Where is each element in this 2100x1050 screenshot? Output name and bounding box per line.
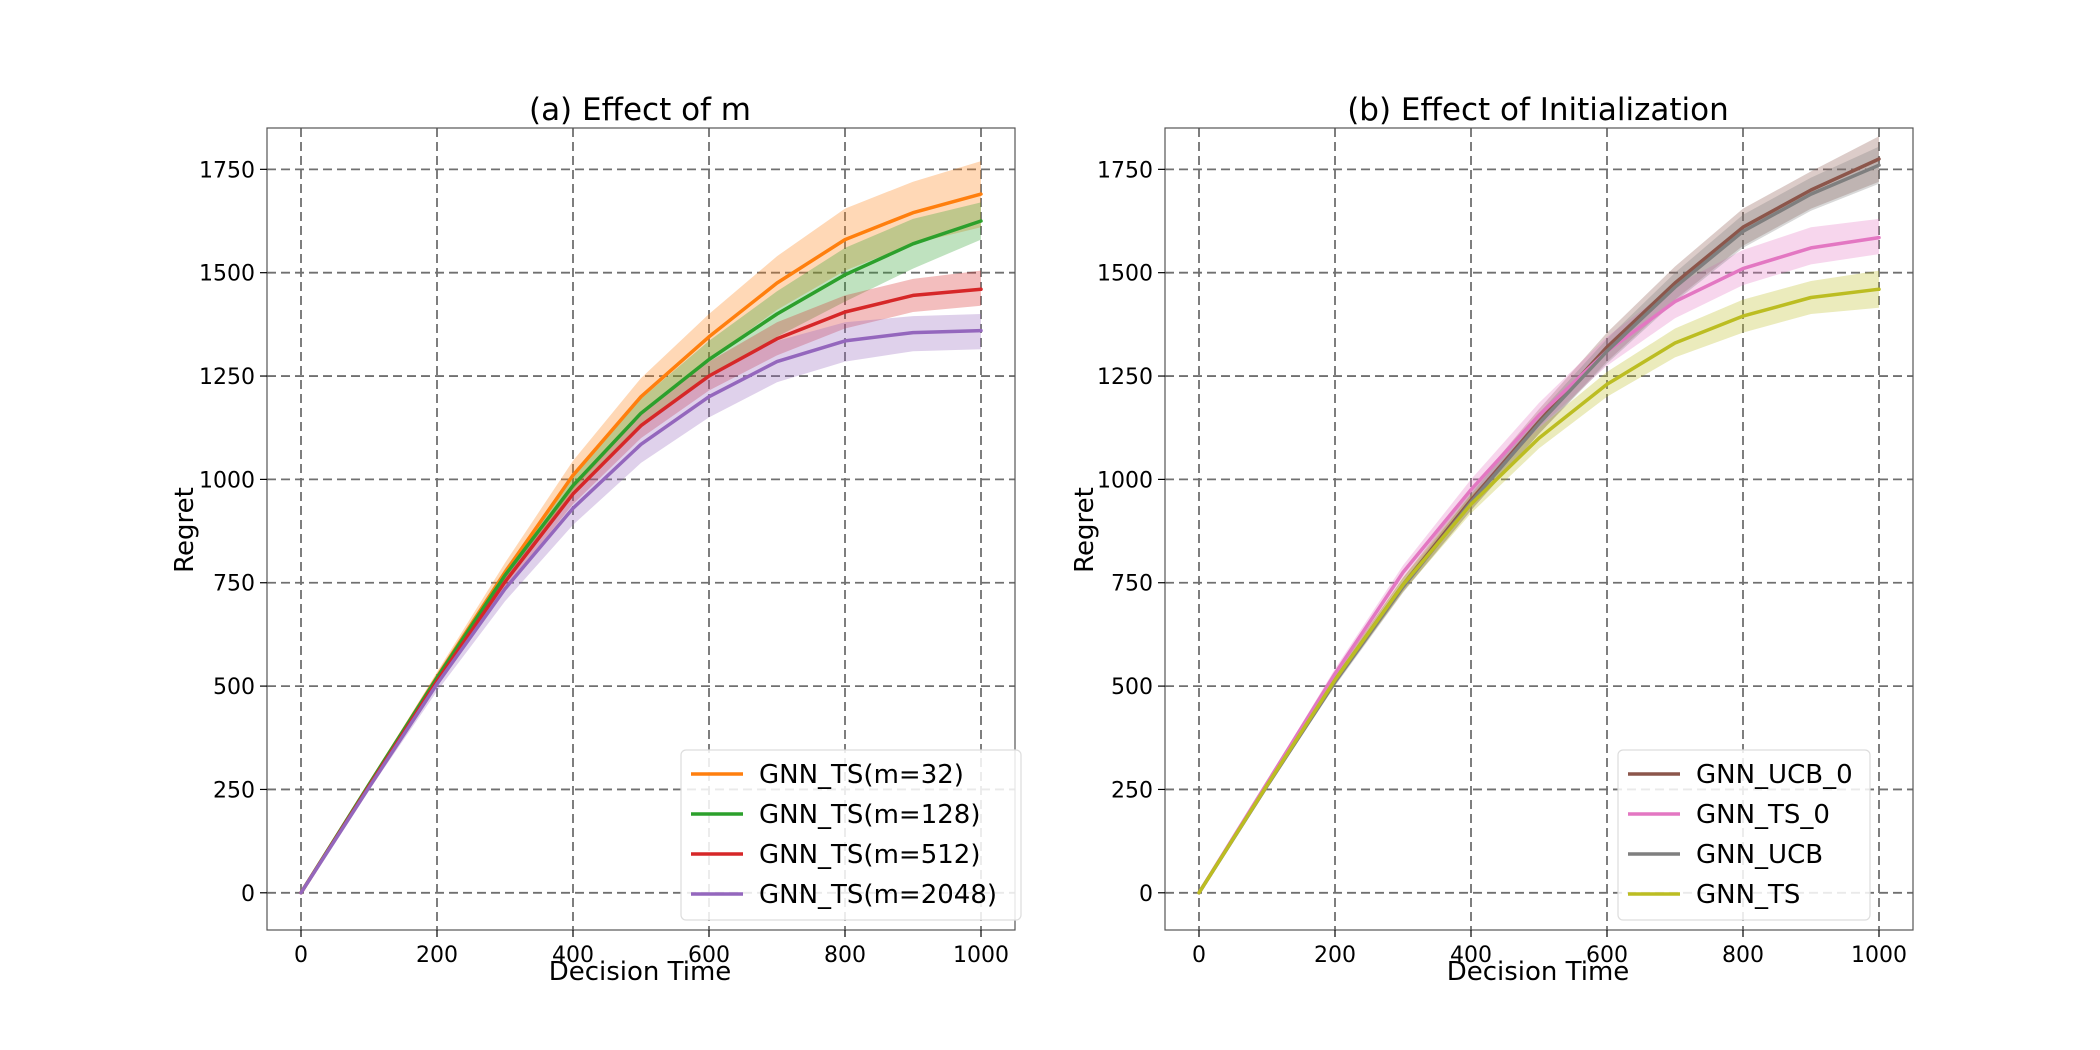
chart-b-title: (b) Effect of Initialization [1347,92,1729,128]
chart-a-xtick-label-1: 200 [416,943,458,968]
chart-b: (b) Effect of Initialization 0 200 400 600 8… [1070,92,1914,987]
chart-b-ytick-label-7: 1750 [1097,158,1153,183]
chart-a-xtick-label-3: 600 [688,943,730,968]
chart-b-legend: GNN_UCB_0 GNN_TS_0 GNN_UCB GNN_TS [1617,749,1871,921]
chart-a-xtick-label-0: 0 [294,943,308,968]
chart-a-legend-label-1: GNN_TS(m=128) [759,800,980,830]
chart-b-line-3 [1197,287,1881,895]
chart-a-legend-label-2: GNN_TS(m=512) [759,840,980,870]
chart-b-ticks: 0 200 400 600 800 1000 0 250 500 750 1000 1250 1500 1… [1097,158,1907,968]
chart-b-xtick-label-1: 200 [1314,943,1356,968]
chart-b-xtick-label-4: 800 [1722,943,1764,968]
chart-b-legend-box [1617,749,1871,921]
chart-a-bands [301,161,981,893]
chart-a-ytick-label-3: 750 [213,572,255,597]
chart-a-legend-box [680,749,1022,921]
chart-a-ytick-label-1: 250 [213,778,255,803]
chart-b-frame [1164,127,1914,931]
chart-b-xlabel: Decision Time [1447,957,1630,987]
chart-b-ylabel: Regret [1070,487,1100,573]
chart-a-band-3 [301,314,981,893]
chart-b-ytick-label-2: 500 [1111,675,1153,700]
chart-a-title: (a) Effect of m [529,92,751,128]
chart-a-ticks: 0 200 400 600 800 1000 0 250 500 750 1000 1250 1500 1… [199,158,1009,968]
chart-a-xlabel: Decision Time [549,957,732,987]
chart-b-legend-label-1: GNN_TS_0 [1696,800,1830,830]
chart-a-xtick-label-2: 400 [552,943,594,968]
chart-a-xtick-label-5: 1000 [953,943,1009,968]
chart-b-legend-label-0: GNN_UCB_0 [1696,760,1853,790]
chart-a: (a) Effect of m 0 200 400 600 800 1000 0 250 500… [170,92,1022,987]
chart-b-xtick-label-3: 600 [1586,943,1628,968]
chart-a-ylabel: Regret [170,487,200,573]
chart-a-xtick-label-4: 800 [824,943,866,968]
chart-a-ytick-label-6: 1500 [199,262,255,287]
chart-b-ytick-label-1: 250 [1111,778,1153,803]
chart-a-lines [299,192,983,895]
chart-a-ytick-label-5: 1250 [199,365,255,390]
chart-a-legend-label-0: GNN_TS(m=32) [759,760,964,790]
chart-a-frame [266,127,1016,931]
chart-a-ytick-label-4: 1000 [199,468,255,493]
chart-b-ytick-label-4: 1000 [1097,468,1153,493]
chart-b-legend-label-2: GNN_UCB [1696,840,1823,870]
chart-b-xtick-label-5: 1000 [1851,943,1907,968]
chart-b-ytick-label-5: 1250 [1097,365,1153,390]
chart-b-lines [1197,157,1881,895]
chart-a-ytick-label-2: 500 [213,675,255,700]
chart-a-legend-label-3: GNN_TS(m=2048) [759,880,997,910]
chart-b-ytick-label-0: 0 [1139,882,1153,907]
chart-a-ytick-label-7: 1750 [199,158,255,183]
chart-a-legend: GNN_TS(m=32) GNN_TS(m=128) GNN_TS(m=512) GN… [680,749,1022,921]
chart-a-ytick-label-0: 0 [241,882,255,907]
chart-b-ytick-label-6: 1500 [1097,262,1153,287]
chart-b-line-1 [1197,235,1881,895]
chart-a-line-3 [299,328,983,895]
chart-b-ytick-label-3: 750 [1111,572,1153,597]
chart-b-xtick-label-0: 0 [1192,943,1206,968]
chart-b-xtick-label-2: 400 [1450,943,1492,968]
chart-b-legend-label-3: GNN_TS [1696,880,1800,910]
chart-a-band-0 [301,161,981,893]
